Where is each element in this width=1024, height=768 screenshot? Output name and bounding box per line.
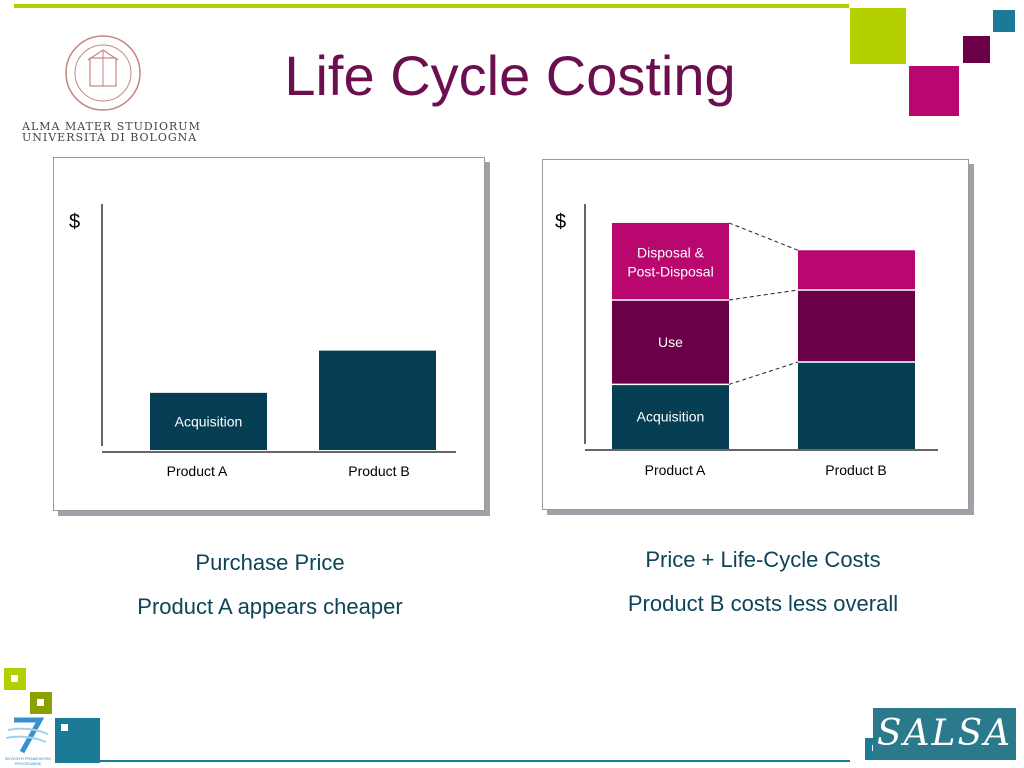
- page-title: Life Cycle Costing: [284, 44, 736, 107]
- fp7-icon: [5, 717, 49, 754]
- decor-square-lime: [850, 8, 906, 64]
- x-tick-label: Product A: [167, 463, 228, 479]
- salsa-logo: SALSA: [873, 708, 1016, 760]
- bottom-line: [100, 760, 850, 762]
- decor-square-olive: [30, 692, 52, 714]
- decor-square-teal-bottom: [55, 718, 100, 763]
- decor-square-plum: [963, 36, 990, 63]
- data-label-acquisition: Acquisition: [175, 413, 243, 429]
- bar-acquisition-product-b: [319, 350, 436, 450]
- top-accent-line: [14, 4, 849, 8]
- bar-acquisition-product-b: [798, 362, 915, 449]
- university-logo: ALMA MATER STUDIORUM UNIVERSITÀ DI BOLOG…: [0, 0, 200, 145]
- chart-panel-right: $ Acquisition Use Disposal & Post-Disposal …: [542, 159, 969, 510]
- chart-panel-left: $ Acquisition Product A Product B: [53, 157, 485, 511]
- bar-disposal-product-b: [798, 250, 915, 291]
- y-axis-label: $: [69, 211, 80, 233]
- bar-use-product-b: [798, 290, 915, 363]
- bar-acquisition-product-a: [150, 392, 267, 450]
- university-seal-icon: [65, 35, 141, 111]
- caption-left-line-1: Purchase Price: [195, 550, 345, 575]
- caption-left-line-2: Product A appears cheaper: [137, 594, 403, 619]
- connector-line: [728, 289, 799, 301]
- caption-right-line-2: Product B costs less overall: [627, 591, 899, 616]
- fp7-logo: SEVENTH FRAMEWORK PROGRAMME: [2, 716, 54, 766]
- bar-use-product-a: [612, 299, 729, 385]
- x-tick-label: Product B: [825, 462, 886, 478]
- logo-line-1: ALMA MATER STUDIORUM: [22, 120, 201, 133]
- connector-line: [728, 222, 799, 251]
- x-tick-label: Product B: [348, 463, 409, 479]
- chart-purchase-price: $ Acquisition Product A Product B: [69, 204, 456, 479]
- bar-acquisition-product-a: [612, 384, 729, 449]
- x-tick-label: Product A: [645, 462, 706, 478]
- data-label-acquisition: Acquisition: [637, 409, 705, 425]
- caption-right-line-1: Price + Life-Cycle Costs: [645, 547, 881, 572]
- y-axis-label: $: [555, 211, 566, 233]
- decor-square-magenta: [909, 66, 959, 116]
- fp7-text: SEVENTH FRAMEWORK PROGRAMME: [4, 756, 52, 766]
- bar-disposal-product-a: [612, 222, 729, 300]
- decor-square-teal: [993, 10, 1015, 32]
- logo-line-2: UNIVERSITÀ DI BOLOGNA: [22, 131, 198, 144]
- decor-square-lime-small: [4, 668, 26, 690]
- data-label-disposal: Disposal & Post-Disposal: [627, 244, 713, 279]
- data-label-use: Use: [658, 334, 683, 350]
- connector-line: [728, 361, 799, 385]
